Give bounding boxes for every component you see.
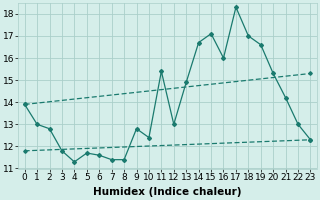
X-axis label: Humidex (Indice chaleur): Humidex (Indice chaleur)	[93, 187, 242, 197]
